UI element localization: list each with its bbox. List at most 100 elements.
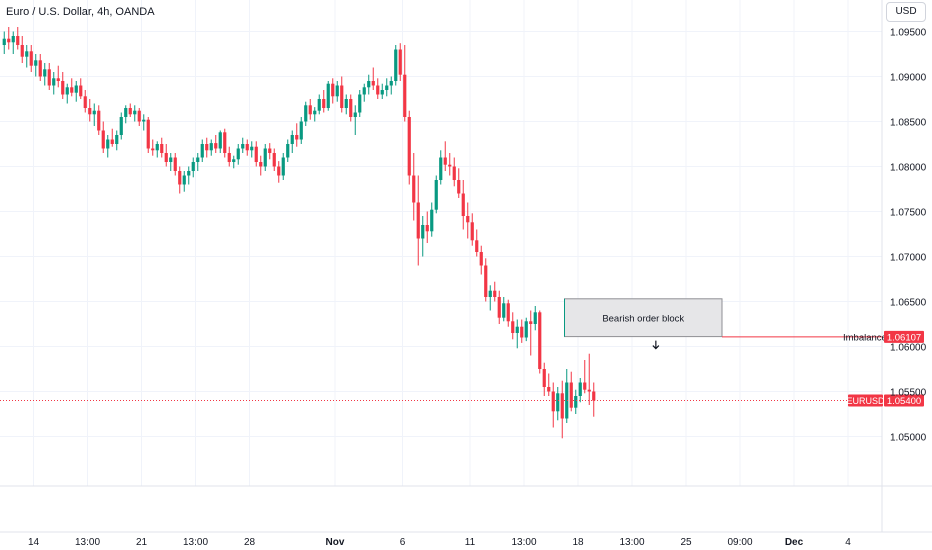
candle bbox=[92, 103, 96, 126]
candle bbox=[214, 135, 218, 153]
candle bbox=[353, 105, 357, 135]
candle-body bbox=[268, 148, 272, 153]
candle bbox=[236, 144, 240, 165]
y-tick-label: 1.07500 bbox=[890, 208, 927, 219]
candle bbox=[421, 216, 425, 257]
candle-body bbox=[164, 153, 168, 162]
candle bbox=[322, 90, 326, 113]
candle bbox=[520, 319, 524, 343]
candle-body bbox=[29, 51, 33, 66]
candle bbox=[277, 161, 281, 183]
candle-body bbox=[403, 74, 407, 117]
candle-body bbox=[290, 135, 294, 144]
candle-body bbox=[133, 110, 137, 115]
candle-body bbox=[389, 81, 393, 86]
candle bbox=[25, 45, 29, 68]
candle-body bbox=[344, 99, 348, 108]
candle-body bbox=[556, 393, 560, 412]
candle-body bbox=[547, 387, 551, 392]
candle bbox=[313, 107, 317, 122]
imbalance-price-tag bbox=[884, 330, 924, 343]
candle-body bbox=[232, 159, 236, 162]
candle bbox=[110, 128, 114, 147]
candle bbox=[497, 290, 501, 324]
imbalance-label: Imbalance bbox=[843, 332, 887, 343]
candle-body bbox=[484, 265, 488, 297]
y-tick-label: 1.09000 bbox=[890, 73, 927, 84]
candle bbox=[290, 130, 294, 153]
arrow-down-icon bbox=[652, 340, 660, 350]
candle-body bbox=[506, 303, 510, 322]
order-block-label: Bearish order block bbox=[602, 314, 684, 325]
candle bbox=[331, 78, 335, 104]
price-axis: 1.09500 1.09000 1.08500 1.08000 1.07500 1.070… bbox=[890, 28, 927, 444]
candle-body bbox=[367, 81, 371, 88]
candle-body bbox=[538, 312, 542, 369]
currency-button[interactable]: USD bbox=[886, 2, 926, 22]
candle bbox=[493, 281, 497, 302]
candle-body bbox=[542, 369, 546, 387]
candle bbox=[556, 387, 560, 421]
candle-body bbox=[52, 78, 56, 86]
candle bbox=[272, 148, 276, 171]
candle-body bbox=[128, 108, 132, 115]
chart-title: Euro / U.S. Dollar, 4h, OANDA bbox=[6, 6, 155, 18]
candle-body bbox=[326, 83, 330, 108]
x-tick-label: 6 bbox=[400, 537, 406, 548]
candle bbox=[443, 141, 447, 171]
candle-body bbox=[551, 391, 555, 412]
candle bbox=[412, 153, 416, 221]
candle bbox=[11, 31, 15, 54]
candle-body bbox=[299, 121, 303, 140]
candle-body bbox=[448, 164, 452, 167]
candle-body bbox=[524, 321, 528, 338]
candle bbox=[286, 139, 290, 162]
candle-body bbox=[466, 216, 470, 223]
candle-body bbox=[520, 326, 524, 338]
candle-body bbox=[358, 94, 362, 113]
candle bbox=[295, 123, 299, 147]
candle bbox=[335, 81, 339, 102]
candle-body bbox=[16, 36, 20, 45]
y-tick-label: 1.08000 bbox=[890, 163, 927, 174]
candle-series bbox=[2, 27, 596, 439]
candle bbox=[173, 153, 177, 176]
candle-body bbox=[434, 180, 438, 210]
candle-body bbox=[529, 321, 533, 324]
candle-body bbox=[421, 225, 425, 239]
candle-body bbox=[155, 144, 159, 151]
candle bbox=[376, 78, 380, 99]
overlay-layer: Imbalance 1.06107 EURUSD 1.05400 bbox=[0, 330, 924, 407]
x-tick-label: 13:00 bbox=[511, 537, 536, 548]
candle-body bbox=[7, 38, 11, 43]
candle-body bbox=[439, 157, 443, 180]
candle bbox=[209, 139, 213, 156]
candle bbox=[2, 31, 6, 54]
candle-body bbox=[61, 81, 65, 95]
candle bbox=[119, 112, 123, 140]
candle bbox=[268, 143, 272, 160]
candle bbox=[403, 45, 407, 122]
candle bbox=[448, 153, 452, 176]
candle bbox=[578, 378, 582, 403]
candle-body bbox=[56, 78, 60, 81]
candle bbox=[340, 76, 344, 113]
candle-body bbox=[371, 81, 375, 86]
candle-body bbox=[191, 162, 195, 171]
candle-body bbox=[146, 119, 150, 149]
candle bbox=[101, 121, 105, 153]
candle bbox=[452, 157, 456, 187]
y-tick-label: 1.06000 bbox=[890, 343, 927, 354]
candle-body bbox=[196, 157, 200, 162]
candle bbox=[146, 117, 150, 153]
grid bbox=[0, 0, 932, 533]
candle-body bbox=[488, 290, 492, 297]
candle-body bbox=[182, 175, 186, 185]
candle bbox=[484, 258, 488, 302]
candle-body bbox=[304, 105, 308, 122]
candle bbox=[475, 229, 479, 257]
candle-body bbox=[317, 99, 321, 111]
candle-body bbox=[313, 110, 317, 115]
candle-body bbox=[245, 144, 249, 151]
